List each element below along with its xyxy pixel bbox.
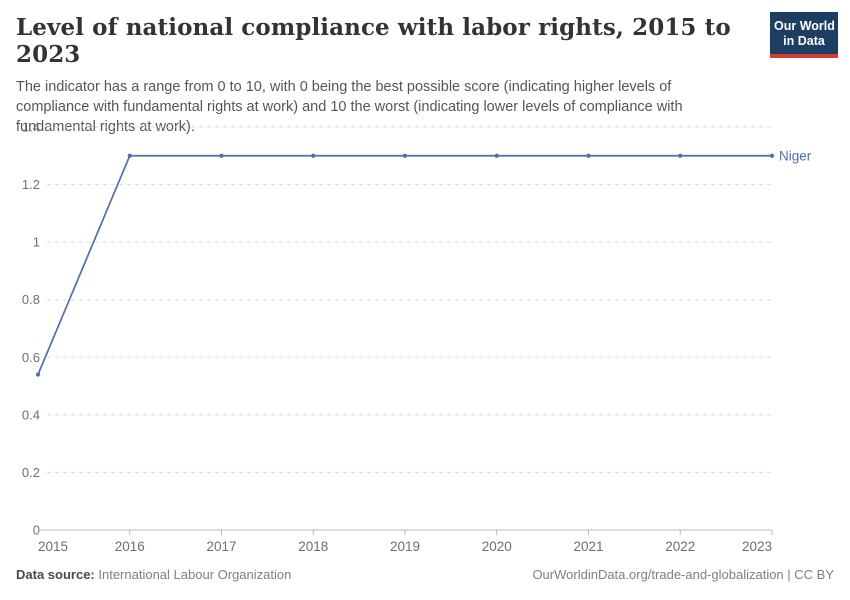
- chart-header: Level of national compliance with labor …: [0, 0, 850, 137]
- data-point-2016: [127, 153, 132, 158]
- owid-logo-text-line2: in Data: [783, 34, 825, 48]
- x-axis-tick-label: 2015: [38, 539, 68, 554]
- x-axis-tick-label: 2023: [742, 539, 772, 554]
- owid-logo: Our World in Data: [770, 12, 838, 58]
- x-axis-tick-label: 2022: [665, 539, 695, 554]
- x-axis-tick-label: 2018: [298, 539, 328, 554]
- y-axis-tick-label: 1.2: [22, 177, 40, 192]
- data-point-2019: [402, 153, 408, 158]
- data-source-note: Data source: International Labour Organi…: [16, 567, 291, 582]
- chart-footer: Data source: International Labour Organi…: [0, 567, 850, 582]
- series-label-niger: Niger: [779, 148, 812, 163]
- data-point-2020: [494, 153, 499, 158]
- data-point-2023: [769, 153, 775, 158]
- chart-subtitle: The indicator has a range from 0 to 10, …: [16, 79, 683, 135]
- y-axis-tick-label: 0.8: [22, 292, 40, 307]
- data-source-label: Data source:: [16, 567, 95, 582]
- data-point-2017: [219, 153, 224, 158]
- y-axis-tick-label: 1.4: [22, 120, 40, 135]
- chart-title: Level of national compliance with labor …: [16, 14, 731, 68]
- x-axis-tick-label: 2019: [390, 539, 420, 554]
- data-point-2015: [35, 372, 41, 377]
- data-point-2018: [311, 153, 316, 158]
- line-chart-canvas: 0 0.2 0.4 0.6 0.8 1 1.2 1.4 2015 2016 2017 2018 2019…: [22, 120, 812, 555]
- y-axis-tick-label: 1: [33, 235, 40, 250]
- x-axis-tick-label: 2016: [115, 539, 145, 554]
- data-source-value: International Labour Organization: [98, 567, 292, 582]
- owid-logo-text-line1: Our World: [774, 19, 835, 33]
- y-axis-tick-label: 0.2: [22, 465, 40, 480]
- y-axis-tick-label: 0: [33, 523, 40, 538]
- data-point-2021: [586, 153, 591, 158]
- x-axis-tick-label: 2020: [482, 539, 512, 554]
- y-axis-tick-label: 0.4: [22, 407, 40, 422]
- y-axis-tick-label: 0.6: [22, 350, 40, 365]
- license-credit: OurWorldinData.org/trade-and-globalizati…: [532, 567, 834, 582]
- x-axis-tick-label: 2017: [206, 539, 236, 554]
- data-line-niger: [37, 154, 772, 375]
- x-axis-tick-label: 2021: [573, 539, 603, 554]
- data-point-2022: [678, 153, 683, 158]
